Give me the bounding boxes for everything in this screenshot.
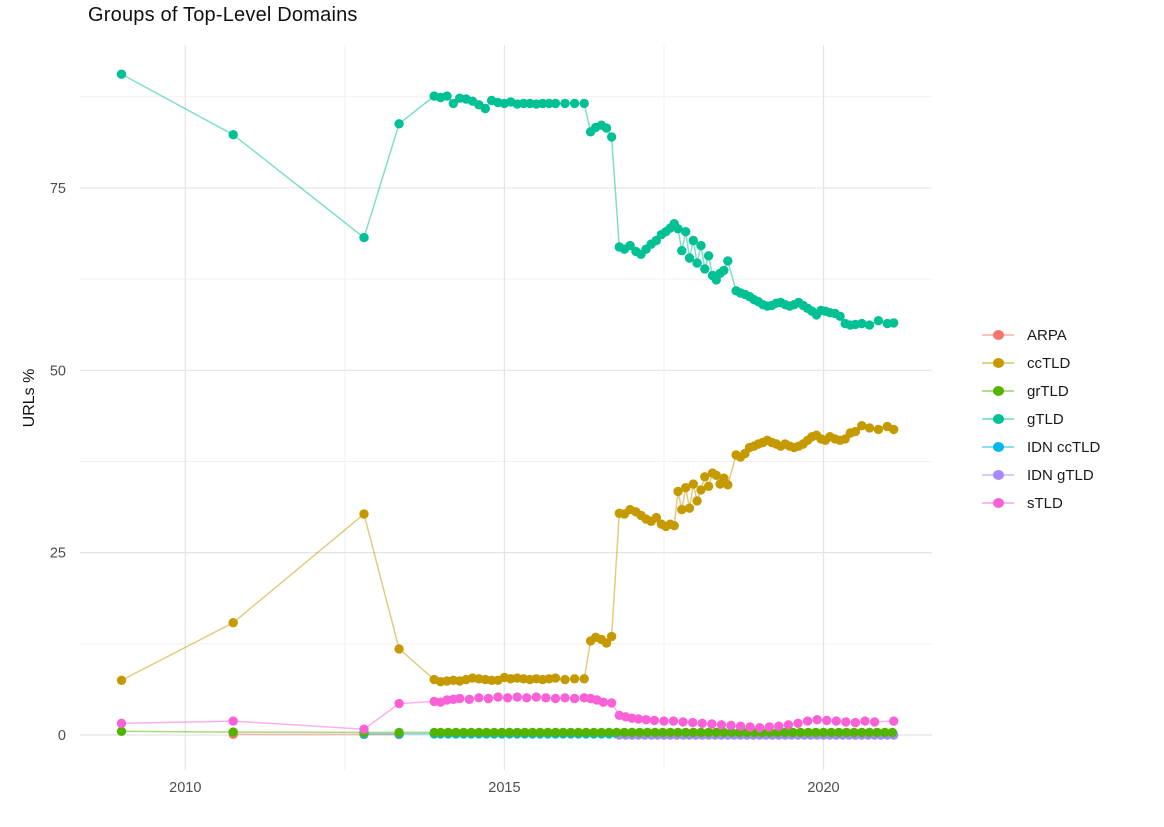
legend-item-idn-gtld: IDN gTLD bbox=[982, 461, 1100, 489]
legend-item-label: ccTLD bbox=[1027, 354, 1071, 372]
legend-item-label: grTLD bbox=[1027, 382, 1069, 400]
y-tick-label: 25 bbox=[50, 546, 66, 562]
legend-key-icon bbox=[982, 496, 1014, 510]
legend-key-icon bbox=[982, 328, 1014, 342]
legend-item-label: IDN ccTLD bbox=[1027, 438, 1101, 456]
legend-key-icon bbox=[982, 440, 1014, 454]
legend-key-icon bbox=[982, 356, 1014, 370]
legend-item-idn-cctld: IDN ccTLD bbox=[982, 433, 1100, 461]
legend-key-dot bbox=[993, 470, 1004, 480]
legend-item-gtld: gTLD bbox=[982, 405, 1100, 433]
legend-key-icon bbox=[982, 384, 1014, 398]
axis-tick-labels: 2010 2015 2020 0 25 50 75 bbox=[50, 181, 840, 796]
legend-key-dot bbox=[993, 386, 1004, 396]
legend-item-label: sTLD bbox=[1027, 494, 1063, 512]
legend-item-arpa: ARPA bbox=[982, 321, 1100, 349]
gridlines-minor bbox=[80, 45, 932, 770]
series-line-gtld bbox=[121, 73, 894, 326]
series-gtld bbox=[116, 69, 899, 330]
legend-key-dot bbox=[993, 414, 1004, 424]
x-tick-label: 2020 bbox=[807, 780, 839, 796]
legend-key-icon bbox=[982, 468, 1014, 482]
legend-item-stld: sTLD bbox=[982, 489, 1100, 517]
y-tick-label: 50 bbox=[50, 363, 66, 379]
series-stld bbox=[116, 692, 899, 734]
legend-key-dot bbox=[993, 330, 1004, 340]
series-points-grtld bbox=[116, 726, 898, 738]
x-tick-label: 2015 bbox=[488, 780, 520, 796]
series-cctld bbox=[116, 421, 899, 687]
legend-item-label: gTLD bbox=[1027, 410, 1064, 428]
legend-key-dot bbox=[993, 442, 1004, 452]
legend-item-grtld: grTLD bbox=[982, 377, 1100, 405]
x-tick-label: 2010 bbox=[169, 780, 201, 796]
series-grtld bbox=[116, 726, 898, 738]
y-tick-label: 75 bbox=[50, 181, 66, 197]
gridlines-major bbox=[80, 45, 932, 770]
series-line-cctld bbox=[121, 424, 895, 683]
legend-key-dot bbox=[993, 498, 1004, 508]
legend: ARPA ccTLD grTLD gTLD IDN ccTLD IDN gTLD sTLD bbox=[982, 321, 1100, 517]
y-tick-label: 0 bbox=[58, 728, 66, 744]
series-points-gtld bbox=[116, 69, 899, 330]
legend-item-label: ARPA bbox=[1027, 326, 1067, 344]
legend-item-cctld: ccTLD bbox=[982, 349, 1100, 377]
chart-title: Groups of Top-Level Domains bbox=[88, 4, 358, 26]
legend-key-icon bbox=[982, 412, 1014, 426]
legend-item-label: IDN gTLD bbox=[1027, 466, 1094, 484]
series-points-cctld bbox=[116, 421, 899, 687]
legend-key-dot bbox=[993, 358, 1004, 368]
series-points-stld bbox=[116, 692, 899, 734]
